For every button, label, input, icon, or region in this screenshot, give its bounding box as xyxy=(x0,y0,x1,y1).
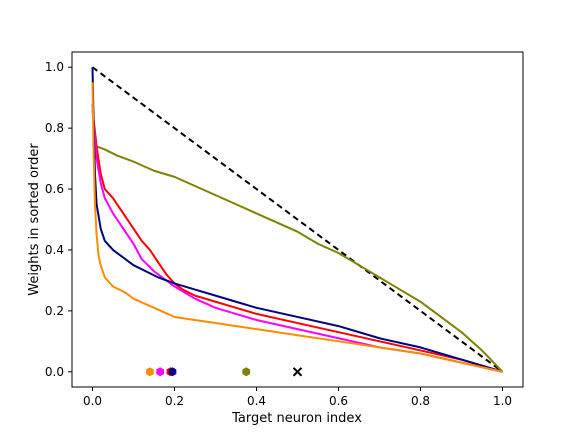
series-layer xyxy=(91,66,504,373)
hexagon-marker-0 xyxy=(146,367,154,377)
y-tick-label-4: 0.8 xyxy=(45,121,64,135)
series-line-2 xyxy=(91,109,503,373)
series-line-1 xyxy=(91,142,504,373)
y-axis-label: Weights in sorted order xyxy=(27,143,42,296)
y-tick-label-2: 0.4 xyxy=(45,243,64,257)
series-line-3 xyxy=(91,103,503,373)
x-tick-label-1: 0.2 xyxy=(165,394,184,408)
x-tick-label-3: 0.6 xyxy=(329,394,348,408)
x-axis-ticks: 0.0 0.2 0.4 0.6 0.8 1.0 xyxy=(83,387,512,408)
x-tick-label-5: 1.0 xyxy=(493,394,512,408)
hexagon-marker-1 xyxy=(156,367,165,377)
x-axis-label: Target neuron index xyxy=(231,411,362,426)
x-marker-5 xyxy=(292,367,303,377)
x-tick-label-2: 0.4 xyxy=(247,394,266,408)
y-axis-ticks: 0.0 0.2 0.4 0.6 0.8 1.0 xyxy=(45,60,72,379)
y-tick-label-3: 0.6 xyxy=(45,182,64,196)
y-tick-label-1: 0.2 xyxy=(45,304,64,318)
y-tick-label-0: 0.0 xyxy=(45,365,64,379)
series-line-5 xyxy=(91,82,503,373)
hexagon-marker-3 xyxy=(168,367,177,377)
series-line-0 xyxy=(91,66,504,373)
x-tick-label-0: 0.0 xyxy=(83,394,102,408)
y-tick-label-5: 1.0 xyxy=(45,60,64,74)
marker-layer xyxy=(146,367,303,377)
series-line-4 xyxy=(91,67,503,373)
hexagon-marker-4 xyxy=(242,367,251,377)
x-tick-label-4: 0.8 xyxy=(411,394,430,408)
